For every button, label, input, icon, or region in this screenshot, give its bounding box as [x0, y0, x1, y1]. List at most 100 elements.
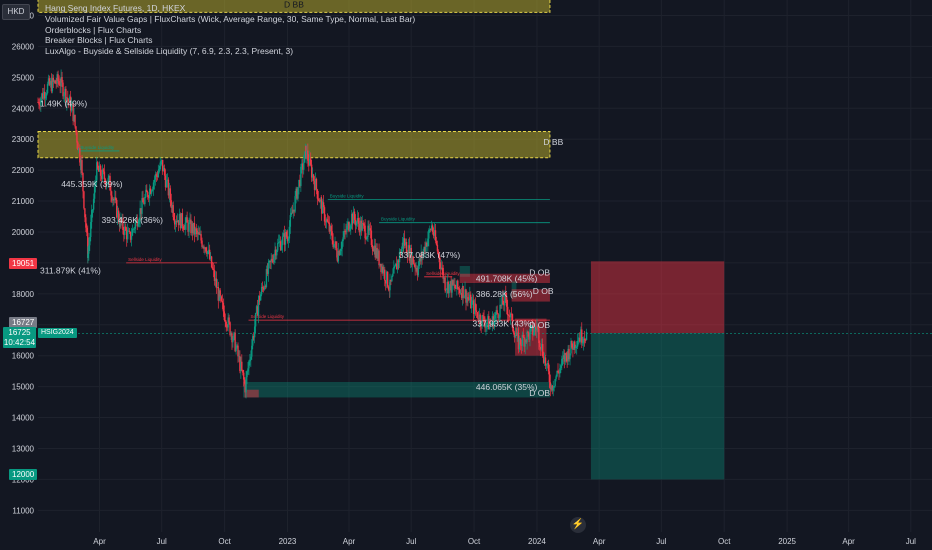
indicator-fvg[interactable]: Volumized Fair Value Gaps | FluxCharts (… [45, 13, 416, 24]
candle-body [479, 314, 481, 325]
candle-body [476, 312, 479, 318]
candle-body [334, 241, 336, 245]
last-price: 16725 [8, 328, 31, 337]
candle-body [535, 327, 537, 329]
candle-body [463, 296, 465, 298]
candle-body [160, 161, 162, 163]
candle-body [490, 323, 493, 325]
candle-body [136, 218, 138, 227]
candle-body [405, 241, 408, 254]
candle-body [376, 247, 378, 259]
candle-body [566, 355, 568, 362]
candle-body [509, 313, 512, 318]
x-tick-label: Oct [718, 537, 731, 546]
candle-body [240, 361, 242, 372]
candle-body [227, 317, 229, 328]
candle-body [338, 250, 340, 255]
candle-body [543, 357, 546, 363]
candle-body [117, 210, 120, 222]
symbol-title[interactable]: Hang Seng Index Futures, 1D, HKEX [45, 3, 186, 13]
candle-body [367, 225, 369, 237]
candle-body [281, 236, 284, 246]
y-tick-label: 22000 [12, 166, 35, 175]
candle-body [472, 300, 475, 314]
candle-body [101, 169, 104, 180]
candle-body [210, 256, 213, 268]
candle-body [259, 295, 261, 301]
indicator-breaker-blocks[interactable]: Breaker Blocks | Flux Charts [45, 35, 153, 46]
candle-body [386, 271, 389, 287]
candle-body [569, 353, 571, 360]
ob-label: D OB [529, 388, 550, 398]
candle-body [349, 228, 351, 231]
candle-body [221, 300, 224, 303]
y-tick-label: 20000 [12, 228, 35, 237]
candle-body [411, 256, 413, 265]
candle-body [433, 230, 436, 236]
candle-body [437, 251, 440, 255]
x-tick-label: Apr [593, 537, 606, 546]
candle-body [519, 338, 522, 345]
candle-body [76, 132, 78, 143]
candle-body [163, 168, 166, 176]
candle-body [177, 220, 180, 226]
currency-button[interactable]: HKD [2, 4, 30, 20]
candle-body [471, 301, 473, 309]
candle-body [135, 218, 137, 223]
candle-body [491, 316, 494, 324]
candle-body [362, 223, 364, 224]
candle-body [446, 281, 448, 290]
lightning-icon[interactable]: ⚡ [570, 517, 586, 533]
candle-body [61, 76, 63, 83]
candle-body [105, 183, 108, 186]
indicator-orderblocks[interactable]: Orderblocks | Flux Charts [45, 24, 142, 35]
candle-body [203, 246, 205, 250]
candle-body [43, 91, 45, 99]
candle-body [170, 200, 172, 208]
candle-body [102, 169, 105, 172]
candle-body [326, 219, 329, 222]
candle-body [52, 77, 55, 82]
candle-body [379, 263, 381, 266]
candle-body [322, 202, 325, 208]
candle-body [553, 386, 555, 388]
price-badge-red: 19051 [9, 258, 38, 269]
candle-body [219, 290, 221, 298]
candle-body [56, 74, 58, 84]
candle-body [155, 174, 158, 176]
candle-body [214, 278, 217, 281]
buyside-liquidity-label: Buyside Liquidity [80, 145, 115, 150]
candle-body [81, 160, 83, 173]
candle-body [123, 229, 125, 235]
candle-body [528, 332, 530, 340]
candle-body [131, 228, 134, 236]
candle-body [169, 188, 172, 201]
x-tick-label: Jul [406, 537, 416, 546]
x-tick-label: Apr [842, 537, 855, 546]
candle-body [484, 322, 486, 328]
candle-body [147, 192, 149, 198]
candle-body [395, 263, 398, 270]
candle-body [53, 80, 55, 82]
candle-body [119, 218, 121, 227]
candle-body [91, 209, 94, 211]
candle-body [48, 78, 51, 85]
candle-body [526, 331, 528, 343]
candle-body [83, 191, 85, 209]
candle-body [440, 267, 442, 269]
candle-body [224, 320, 226, 323]
candle-body [332, 240, 334, 248]
candle-body [582, 342, 584, 344]
candle-body [228, 317, 230, 323]
candle-body [398, 251, 401, 263]
indicator-liquidity[interactable]: LuxAlgo - Buyside & Sellside Liquidity (… [45, 46, 294, 57]
candle-body [104, 179, 107, 186]
candle-body [75, 126, 77, 133]
candle-body [77, 142, 79, 151]
candle-body [260, 286, 263, 295]
candle-body [380, 263, 382, 272]
x-axis[interactable]: Apr Jul Oct 2023 Apr Jul Oct 2024 Apr Jul Oct 2025 A… [93, 537, 916, 546]
candle-body [116, 199, 118, 218]
candle-body [578, 337, 580, 341]
